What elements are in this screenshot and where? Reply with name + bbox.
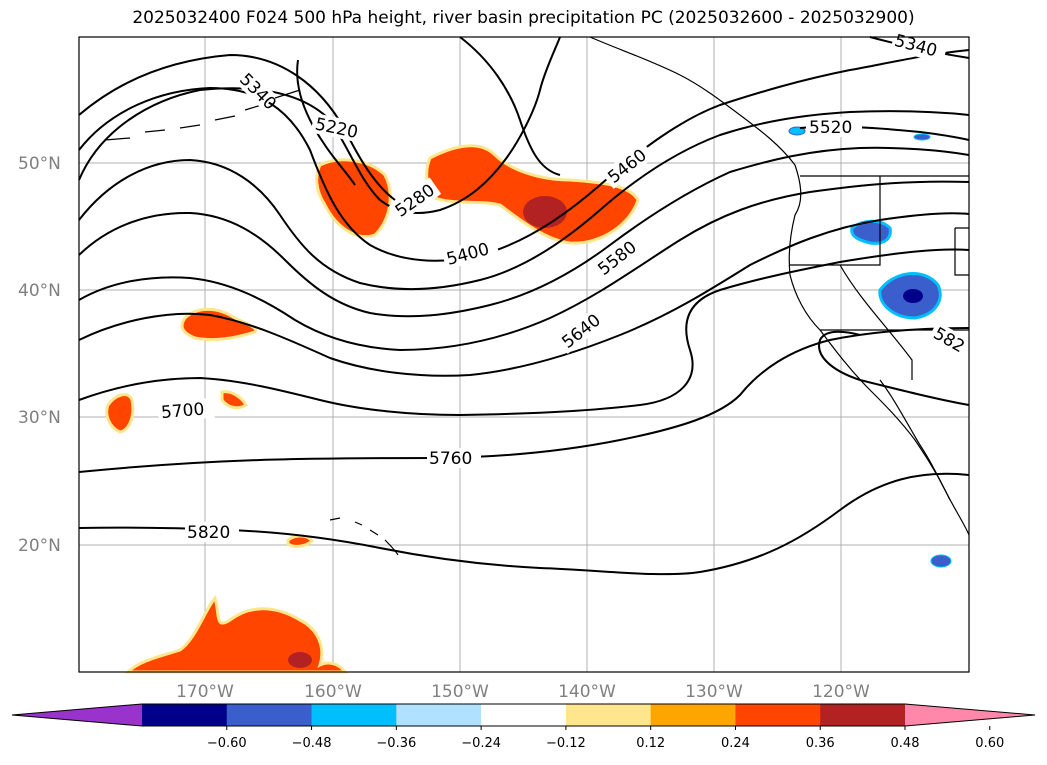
map-frame <box>78 36 970 673</box>
map-panel: 5340 5220 5280 5400 5460 5520 5580 5640 … <box>78 30 972 674</box>
contour-5820-b <box>818 330 970 406</box>
lat-label: 40°N <box>18 281 61 301</box>
colorbar-segment <box>650 704 736 726</box>
lat-label: 30°N <box>18 408 61 428</box>
precip-neg-blob-3 <box>788 126 806 136</box>
colorbar-segment <box>396 704 482 726</box>
contour-5640 <box>78 212 970 377</box>
state-border-2 <box>839 264 913 380</box>
precip-blob-7 <box>124 594 348 674</box>
colorbar-extend-low <box>12 704 142 726</box>
colorbar-tick-label: −0.24 <box>461 736 501 751</box>
precip-blob-1 <box>315 158 392 238</box>
aleutian-islands <box>104 89 301 141</box>
contour-label: 5700 <box>160 399 205 423</box>
colorbar-segment <box>565 704 652 726</box>
precip-blob-5 <box>220 390 249 410</box>
lon-label: 160°W <box>304 682 362 702</box>
contour-label: 5520 <box>809 118 852 138</box>
graticule <box>79 37 969 672</box>
lon-labels: 170°W 160°W 150°W 140°W 130°W 120°W <box>176 682 870 702</box>
contour-5760 <box>78 327 970 473</box>
colorbar-segment <box>820 704 906 726</box>
lon-label: 130°W <box>685 682 743 702</box>
precip-negative-areas <box>788 126 952 568</box>
plot-title: 2025032400 F024 500 hPa height, river ba… <box>132 8 915 28</box>
colorbar-tick-label: 0.12 <box>636 736 665 751</box>
colorbar-outline <box>11 703 1036 727</box>
colorbar-segment <box>481 704 567 726</box>
colorbar-tick-label: −0.12 <box>546 736 586 751</box>
colorbar-tick-label: −0.36 <box>376 736 416 751</box>
colorbar-segment <box>142 704 228 726</box>
hawaii <box>329 517 399 556</box>
contour-5460 <box>78 110 970 291</box>
lat-labels: 50°N 40°N 30°N 20°N <box>18 154 61 556</box>
precip-blob-6 <box>286 534 314 548</box>
precip-blob-4 <box>105 393 135 434</box>
lat-label: 50°N <box>18 154 61 174</box>
alaska-coast <box>589 36 796 166</box>
colorbar-segment <box>735 704 821 726</box>
lon-label: 170°W <box>176 682 234 702</box>
contour-label: 5820 <box>187 523 230 543</box>
precip-blob-3 <box>180 307 258 342</box>
lon-label: 120°W <box>812 682 870 702</box>
contour-label: 5760 <box>429 449 472 469</box>
colorbar-tick-label: 0.60 <box>975 736 1004 751</box>
contour-5220 <box>296 59 356 186</box>
lon-label: 150°W <box>431 682 489 702</box>
precip-neg-blob-4 <box>913 133 931 141</box>
colorbar-tick-label: −0.48 <box>292 736 332 751</box>
precip-blob-2 <box>425 144 640 245</box>
precip-core-1 <box>523 196 567 228</box>
contour-5520 <box>78 146 970 318</box>
colorbar-extend-high <box>905 704 1035 726</box>
colorbar-segment <box>311 704 397 726</box>
colorbar-tick-label: 0.48 <box>891 736 920 751</box>
precip-neg-blob-5 <box>930 554 952 568</box>
colorbar-tick-label: 0.24 <box>721 736 750 751</box>
contour-5580 <box>78 180 970 352</box>
contour-5700 <box>78 248 970 417</box>
contour-5340 <box>78 36 561 201</box>
contour-5280 <box>78 36 561 214</box>
state-border-1 <box>790 176 881 266</box>
lon-label: 140°W <box>558 682 616 702</box>
colorbar-tick-label: 0.36 <box>806 736 835 751</box>
colorbar-segment <box>226 704 313 726</box>
precip-core-2 <box>288 652 312 668</box>
colorbar: −0.60 −0.48 −0.36 −0.24 −0.12 0.12 0.24 0.36 0.4… <box>11 703 1036 751</box>
precip-positive-areas <box>105 144 640 674</box>
state-border-3 <box>954 227 969 276</box>
precip-neg-core-1 <box>903 289 923 303</box>
lat-label: 20°N <box>18 536 61 556</box>
colorbar-tick-label: −0.60 <box>207 736 247 751</box>
baja <box>879 379 951 501</box>
